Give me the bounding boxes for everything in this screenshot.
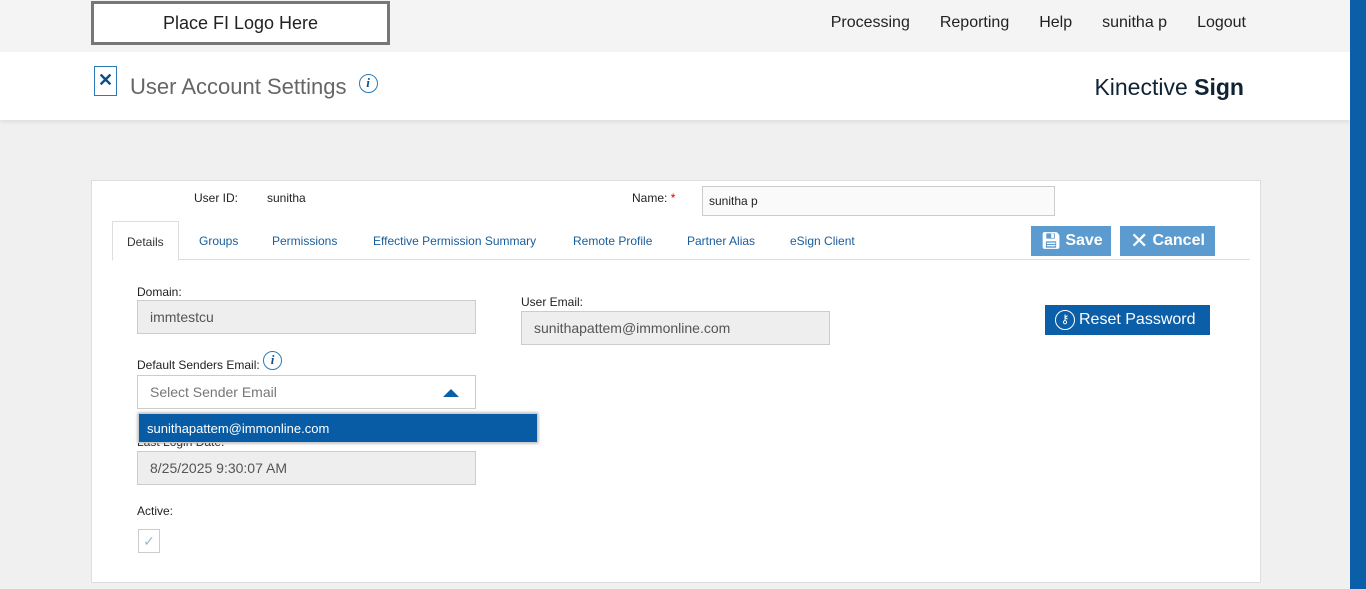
brand-logo: Kinective Sign bbox=[1094, 74, 1244, 100]
close-icon: ✕ bbox=[1130, 228, 1149, 253]
user-id-label: User ID: bbox=[194, 191, 239, 205]
name-input[interactable]: sunitha p bbox=[702, 186, 1055, 216]
nav-processing[interactable]: Processing bbox=[830, 14, 910, 31]
settings-document-icon: ✕ bbox=[94, 66, 117, 96]
save-icon: 💾︎ bbox=[1041, 233, 1062, 250]
active-label: Active: bbox=[137, 504, 174, 518]
info-icon[interactable]: i bbox=[263, 351, 282, 370]
domain-input: immtestcu bbox=[137, 300, 476, 334]
tab-remote-profile[interactable]: Remote Profile bbox=[573, 234, 653, 248]
logo: Place FI Logo Here bbox=[91, 1, 390, 45]
sender-email-label: Default Senders Email: bbox=[137, 358, 260, 372]
domain-label: Domain: bbox=[137, 285, 182, 299]
user-id-value: sunitha bbox=[267, 191, 306, 205]
tab-esign-client[interactable]: eSign Client bbox=[790, 234, 855, 248]
scrollbar[interactable] bbox=[1350, 0, 1366, 589]
page-title: User Account Settings bbox=[130, 74, 347, 99]
tab-groups[interactable]: Groups bbox=[199, 234, 239, 248]
main-nav: Processing Reporting Help sunitha p Logo… bbox=[831, 14, 1246, 32]
tab-effective-permission-summary[interactable]: Effective Permission Summary bbox=[373, 234, 537, 248]
chevron-up-icon bbox=[443, 389, 459, 397]
key-icon: ⚷ bbox=[1055, 310, 1075, 330]
page-header: ✕ User Account Settings i Kinective Sign bbox=[0, 52, 1350, 120]
sender-email-select[interactable]: Select Sender Email bbox=[137, 375, 476, 409]
tab-bar: Details Groups Permissions Effective Per… bbox=[112, 221, 1250, 261]
last-login-input: 8/25/2025 9:30:07 AM bbox=[137, 451, 476, 485]
tab-partner-alias[interactable]: Partner Alias bbox=[687, 234, 756, 248]
sender-email-option[interactable]: sunithapattem@immonline.com bbox=[138, 413, 538, 443]
name-label: Name: * bbox=[632, 191, 676, 205]
nav-user[interactable]: sunitha p bbox=[1102, 14, 1168, 31]
settings-panel: User ID: sunitha Name: * sunitha p Detai… bbox=[91, 180, 1261, 583]
save-button[interactable]: 💾︎ Save bbox=[1031, 226, 1111, 256]
user-email-label: User Email: bbox=[521, 295, 584, 309]
nav-logout[interactable]: Logout bbox=[1197, 14, 1246, 31]
cancel-button[interactable]: ✕ Cancel bbox=[1120, 226, 1215, 256]
active-checkbox[interactable]: ✓ bbox=[138, 529, 160, 553]
top-bar: Place FI Logo Here Processing Reporting … bbox=[0, 0, 1350, 52]
info-icon[interactable]: i bbox=[358, 74, 378, 93]
tab-details[interactable]: Details bbox=[112, 221, 179, 261]
user-email-input: sunithapattem@immonline.com bbox=[521, 311, 830, 345]
tab-permissions[interactable]: Permissions bbox=[272, 234, 338, 248]
nav-help[interactable]: Help bbox=[1039, 14, 1073, 31]
nav-reporting[interactable]: Reporting bbox=[939, 14, 1010, 31]
reset-password-button[interactable]: ⚷ Reset Password bbox=[1045, 305, 1210, 335]
